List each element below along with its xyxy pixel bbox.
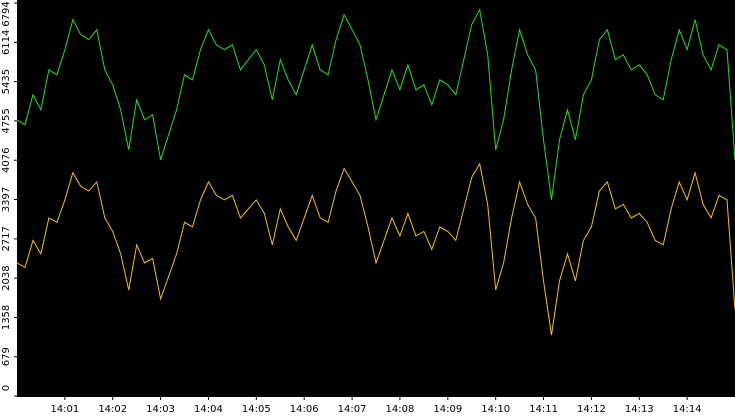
y-tick-label: 4076: [1, 147, 12, 172]
x-tick-label: 14:02: [98, 404, 127, 415]
y-tick-label: 1358: [1, 305, 12, 330]
y-tick-label: 3397: [1, 187, 12, 212]
x-tick-label: 14:01: [50, 404, 79, 415]
x-tick-label: 14:05: [242, 404, 271, 415]
x-tick-label: 14:03: [146, 404, 175, 415]
x-tick-label: 14:14: [673, 404, 702, 415]
y-tick-label: 4755: [1, 108, 12, 133]
x-tick-label: 14:06: [290, 404, 319, 415]
y-tick-label: 679: [1, 347, 12, 366]
y-tick-label: 6114: [1, 30, 12, 55]
y-tick-label: 2038: [1, 265, 12, 290]
series-line: [16, 8, 735, 200]
x-tick-label: 14:10: [481, 404, 510, 415]
y-tick-label: 2717: [1, 226, 12, 251]
plot-area: [17, 0, 735, 397]
series-line: [16, 162, 735, 336]
y-tick-label: 0: [1, 385, 12, 391]
x-tick-label: 14:13: [625, 404, 654, 415]
y-tick-label: 5435: [1, 69, 12, 94]
x-tick-label: 14:08: [386, 404, 415, 415]
x-tick-label: 14:04: [194, 404, 223, 415]
x-tick-label: 14:09: [433, 404, 462, 415]
y-tick-label: 6794: [1, 1, 12, 26]
x-tick-label: 14:12: [577, 404, 606, 415]
x-tick-label: 14:11: [529, 404, 558, 415]
x-tick-label: 14:07: [338, 404, 367, 415]
